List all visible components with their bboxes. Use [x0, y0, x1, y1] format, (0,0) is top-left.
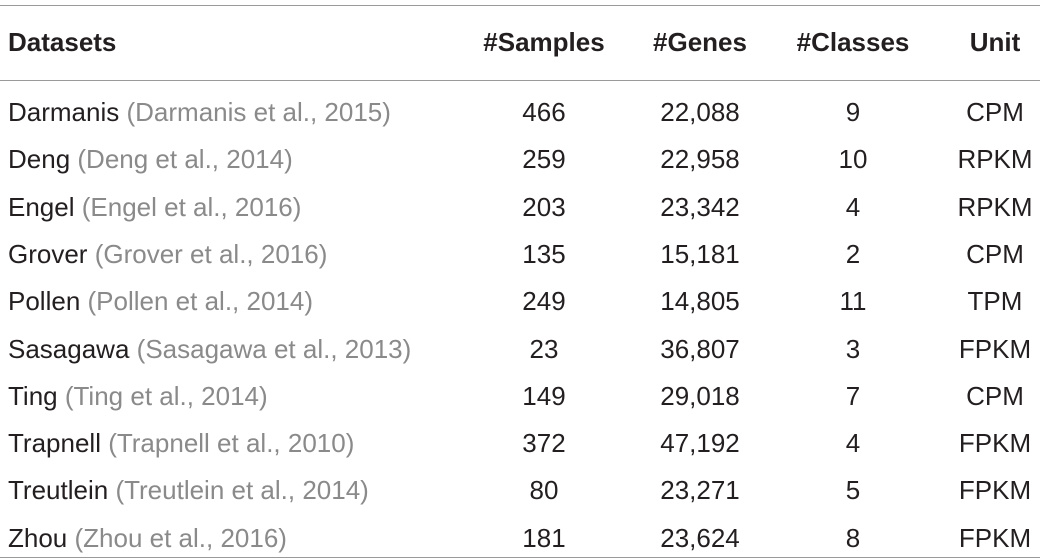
value-cell: 22,958 — [660, 144, 740, 174]
value-cell: 47,192 — [660, 428, 740, 458]
citation: (Grover et al., 2016) — [94, 239, 328, 269]
value-cell: 15,181 — [660, 239, 740, 269]
value-cell: 9 — [845, 97, 861, 127]
dataset-cell: Pollen (Pollen et al., 2014) — [8, 286, 313, 316]
dataset-cell: Zhou (Zhou et al., 2016) — [8, 523, 287, 553]
value-cell: CPM — [966, 381, 1024, 411]
dataset-name: Sasagawa — [8, 334, 130, 364]
citation: (Ting et al., 2014) — [64, 381, 268, 411]
value-cell: 149 — [522, 381, 566, 411]
value-cell: 11 — [839, 286, 867, 316]
dataset-name: Ting — [8, 381, 58, 411]
citation: (Treutlein et al., 2014) — [115, 475, 369, 505]
dataset-name: Engel — [8, 192, 75, 222]
dataset-name: Grover — [8, 239, 88, 269]
value-cell: 203 — [522, 192, 566, 222]
value-cell: 3 — [845, 334, 861, 364]
header-rule — [0, 80, 1040, 81]
dataset-name: Darmanis — [8, 97, 120, 127]
value-cell: 80 — [529, 475, 559, 505]
value-cell: FPKM — [958, 334, 1032, 364]
value-cell: 4 — [845, 428, 861, 458]
citation: (Pollen et al., 2014) — [87, 286, 313, 316]
value-cell: 135 — [522, 239, 566, 269]
value-cell: FPKM — [958, 475, 1032, 505]
dataset-cell: Engel (Engel et al., 2016) — [8, 192, 301, 222]
dataset-name: Trapnell — [8, 428, 101, 458]
value-cell: RPKM — [957, 144, 1033, 174]
dataset-cell: Darmanis (Darmanis et al., 2015) — [8, 97, 391, 127]
value-cell: 14,805 — [660, 286, 740, 316]
citation: (Zhou et al., 2016) — [74, 523, 287, 553]
dataset-cell: Grover (Grover et al., 2016) — [8, 239, 327, 269]
value-cell: CPM — [966, 97, 1024, 127]
value-cell: FPKM — [958, 428, 1032, 458]
value-cell: FPKM — [958, 523, 1032, 553]
dataset-name: Deng — [8, 144, 71, 174]
citation: (Trapnell et al., 2010) — [108, 428, 355, 458]
dataset-cell: Sasagawa (Sasagawa et al., 2013) — [8, 334, 411, 364]
dataset-name: Zhou — [8, 523, 68, 553]
value-cell: 372 — [522, 428, 566, 458]
value-cell: 23,624 — [660, 523, 740, 553]
value-cell: 29,018 — [660, 381, 740, 411]
value-cell: RPKM — [957, 192, 1033, 222]
value-cell: 466 — [522, 97, 566, 127]
dataset-cell: Ting (Ting et al., 2014) — [8, 381, 268, 411]
value-cell: 8 — [845, 523, 861, 553]
dataset-cell: Treutlein (Treutlein et al., 2014) — [8, 475, 369, 505]
value-cell: 22,088 — [660, 97, 740, 127]
value-cell: 7 — [845, 381, 861, 411]
citation: (Sasagawa et al., 2013) — [136, 334, 412, 364]
value-cell: 10 — [838, 144, 868, 174]
value-cell: 23,342 — [660, 192, 740, 222]
value-cell: 249 — [522, 286, 566, 316]
value-cell: 259 — [522, 144, 566, 174]
dataset-cell: Trapnell (Trapnell et al., 2010) — [8, 428, 354, 458]
top-rule — [0, 5, 1040, 6]
value-cell: 23 — [529, 334, 559, 364]
column-header: Unit — [969, 27, 1021, 57]
citation: (Deng et al., 2014) — [77, 144, 293, 174]
value-cell: 36,807 — [660, 334, 740, 364]
dataset-cell: Deng (Deng et al., 2014) — [8, 144, 293, 174]
value-cell: 2 — [845, 239, 861, 269]
dataset-name: Pollen — [8, 286, 81, 316]
column-header: Datasets — [8, 27, 117, 57]
value-cell: TPM — [967, 286, 1023, 316]
column-header: #Samples — [483, 27, 605, 57]
citation: (Engel et al., 2016) — [81, 192, 302, 222]
value-cell: 23,271 — [660, 475, 740, 505]
value-cell: 181 — [522, 523, 566, 553]
column-header: #Genes — [653, 27, 747, 57]
citation: (Darmanis et al., 2015) — [126, 97, 391, 127]
value-cell: 5 — [845, 475, 861, 505]
column-header: #Classes — [796, 27, 910, 57]
value-cell: 4 — [845, 192, 861, 222]
value-cell: CPM — [966, 239, 1024, 269]
dataset-name: Treutlein — [8, 475, 109, 505]
bottom-rule — [0, 557, 1040, 558]
